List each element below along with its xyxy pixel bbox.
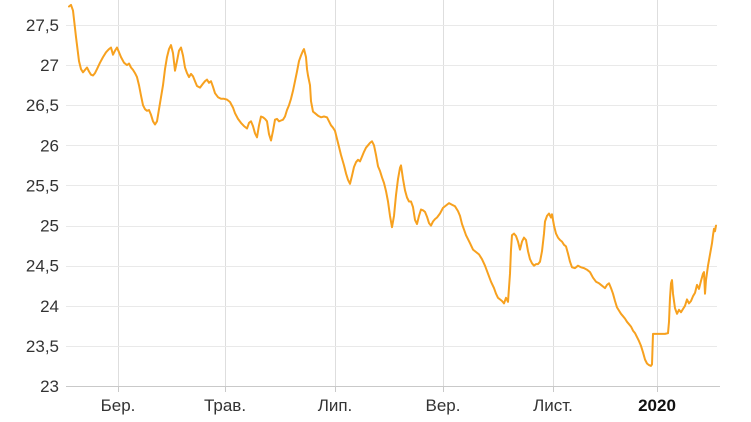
- y-axis-tick-label: 24: [40, 297, 59, 316]
- y-axis-tick-label: 26,5: [26, 96, 59, 115]
- x-axis-tick-label: Трав.: [204, 396, 246, 415]
- y-axis-tick-label: 25: [40, 217, 59, 236]
- x-axis-tick-label: Вер.: [426, 396, 461, 415]
- rate-line: [68, 3, 717, 367]
- x-axis-tick-label: Бер.: [101, 396, 136, 415]
- y-axis-tick-label: 26: [40, 136, 59, 155]
- x-axis-tick-label: 2020: [638, 396, 676, 415]
- y-axis-tick-label: 24,5: [26, 257, 59, 276]
- y-axis-tick-label: 23,5: [26, 337, 59, 356]
- y-axis-tick-label: 27: [40, 56, 59, 75]
- x-axis-tick-label: Лип.: [318, 396, 353, 415]
- x-axis-tick-label: Лист.: [533, 396, 573, 415]
- y-axis-tick-label: 25,5: [26, 176, 59, 195]
- y-axis-tick-label: 23: [40, 377, 59, 396]
- y-axis-tick-label: 27,5: [26, 16, 59, 35]
